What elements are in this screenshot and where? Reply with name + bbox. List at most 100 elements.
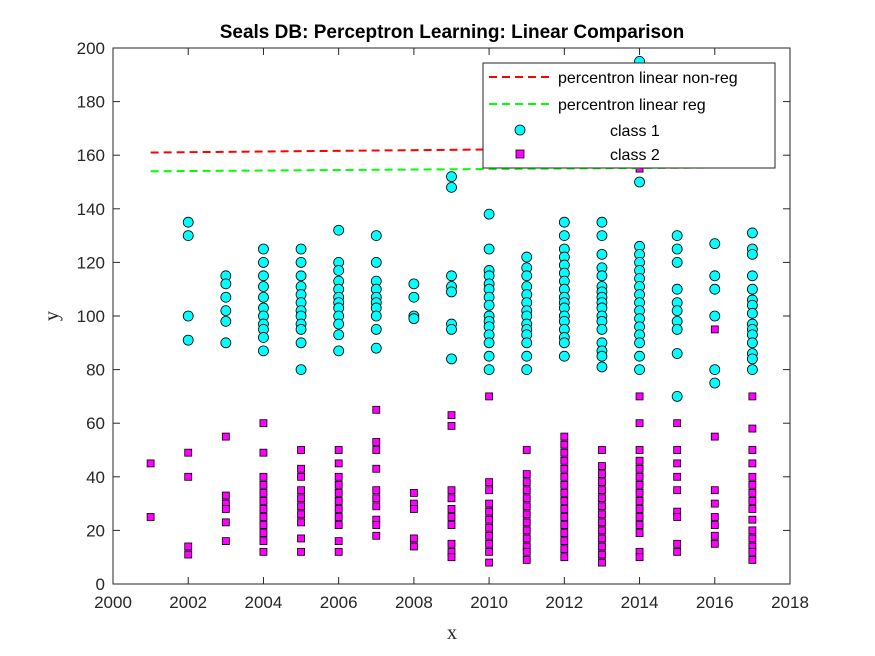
class-2-point bbox=[334, 537, 343, 546]
class-2-point bbox=[748, 446, 757, 454]
class-1-point bbox=[634, 364, 645, 376]
class-1-point bbox=[671, 230, 683, 242]
class-1-point bbox=[671, 256, 683, 268]
class-2-point bbox=[259, 480, 268, 489]
class-1-point bbox=[709, 238, 721, 250]
class-2-point bbox=[297, 547, 305, 556]
class-2-point bbox=[259, 513, 268, 521]
class-2-point bbox=[560, 472, 569, 481]
class-1-point bbox=[746, 337, 758, 349]
class-1-point bbox=[671, 305, 683, 317]
y-tick-label: 100 bbox=[77, 307, 105, 326]
class-2-point bbox=[372, 502, 381, 511]
class-2-point bbox=[485, 523, 494, 532]
class-2-point bbox=[673, 539, 682, 548]
class-2-point bbox=[560, 513, 569, 521]
class-2-point bbox=[522, 494, 531, 503]
class-1-point bbox=[671, 323, 683, 335]
class-1-point bbox=[558, 337, 570, 349]
class-1-point bbox=[483, 299, 495, 311]
class-2-point bbox=[522, 547, 531, 556]
class-2-point bbox=[598, 550, 606, 559]
class-2-point bbox=[748, 505, 757, 513]
class-1-point bbox=[709, 364, 721, 376]
class-2-point bbox=[560, 456, 569, 465]
class-2-point bbox=[748, 488, 757, 497]
class-2-point bbox=[297, 502, 305, 511]
class-2-point bbox=[485, 539, 494, 548]
class-1-point bbox=[446, 286, 457, 298]
class-2-point bbox=[598, 478, 606, 487]
class-2-point bbox=[221, 518, 230, 527]
y-tick-label: 160 bbox=[77, 146, 105, 165]
class-1-point bbox=[370, 310, 382, 322]
class-2-point bbox=[598, 502, 606, 511]
class-2-point bbox=[259, 488, 268, 497]
class-1-point bbox=[483, 208, 495, 220]
class-1-point bbox=[333, 329, 345, 341]
class-1-point bbox=[483, 337, 495, 349]
class-2-point bbox=[334, 446, 343, 454]
class-2-point bbox=[748, 515, 757, 524]
class-2-point bbox=[673, 513, 682, 521]
class-2-point bbox=[372, 486, 381, 495]
class-2-point bbox=[710, 539, 719, 548]
class-2-point bbox=[522, 446, 531, 454]
class-2-point bbox=[297, 494, 305, 503]
x-tick-label: 2014 bbox=[621, 593, 659, 612]
class-1-point bbox=[182, 334, 194, 346]
x-tick-label: 2016 bbox=[696, 593, 734, 612]
class-1-point bbox=[634, 350, 645, 362]
class-1-point bbox=[408, 278, 420, 290]
class-2-point bbox=[184, 472, 193, 481]
class-2-point bbox=[334, 547, 343, 556]
class-2-point bbox=[560, 432, 569, 441]
class-2-point bbox=[221, 537, 230, 546]
class-1-point bbox=[295, 243, 307, 255]
y-axis-label: y bbox=[41, 311, 63, 321]
class-1-point bbox=[220, 337, 232, 349]
class-2-point bbox=[372, 464, 381, 473]
class-1-point bbox=[671, 243, 683, 255]
x-axis-label: x bbox=[447, 622, 457, 644]
class-2-point bbox=[334, 497, 343, 505]
x-tick-label: 2008 bbox=[395, 593, 433, 612]
class-2-point bbox=[748, 534, 757, 543]
class-1-point bbox=[220, 278, 232, 290]
class-2-point bbox=[522, 510, 531, 519]
class-1-point bbox=[370, 342, 382, 354]
class-1-point bbox=[258, 345, 269, 357]
class-1-point bbox=[521, 364, 533, 376]
class-1-point bbox=[220, 291, 232, 303]
class-1-point bbox=[258, 270, 269, 282]
class-1-point bbox=[746, 227, 758, 239]
class-2-point bbox=[485, 478, 494, 487]
class-1-point bbox=[596, 361, 608, 373]
class-2-point bbox=[297, 446, 305, 454]
y-tick-label: 0 bbox=[96, 575, 105, 594]
class-2-point bbox=[447, 521, 456, 529]
class-2-point bbox=[334, 513, 343, 521]
class-2-point bbox=[259, 537, 268, 546]
class-2-point bbox=[710, 499, 719, 508]
class-2-point bbox=[447, 553, 456, 562]
class-1-point bbox=[446, 181, 457, 193]
class-1-point bbox=[295, 337, 307, 349]
class-2-point bbox=[635, 456, 644, 465]
class-2-point bbox=[334, 459, 343, 468]
class-2-point bbox=[447, 411, 456, 420]
y-tick-label: 80 bbox=[86, 361, 105, 380]
class-2-point bbox=[409, 505, 418, 513]
class-2-point bbox=[334, 521, 343, 529]
class-2-point bbox=[635, 513, 644, 521]
class-2-point bbox=[259, 505, 268, 513]
class-2-point bbox=[221, 432, 230, 441]
class-2-point bbox=[409, 488, 418, 497]
class-2-point bbox=[259, 448, 268, 457]
class-1-point bbox=[483, 364, 495, 376]
class-2-point bbox=[748, 497, 757, 505]
class-2-point bbox=[560, 448, 569, 457]
class-2-point bbox=[485, 558, 494, 567]
class-2-point bbox=[635, 488, 644, 497]
class-2-point bbox=[522, 534, 531, 543]
